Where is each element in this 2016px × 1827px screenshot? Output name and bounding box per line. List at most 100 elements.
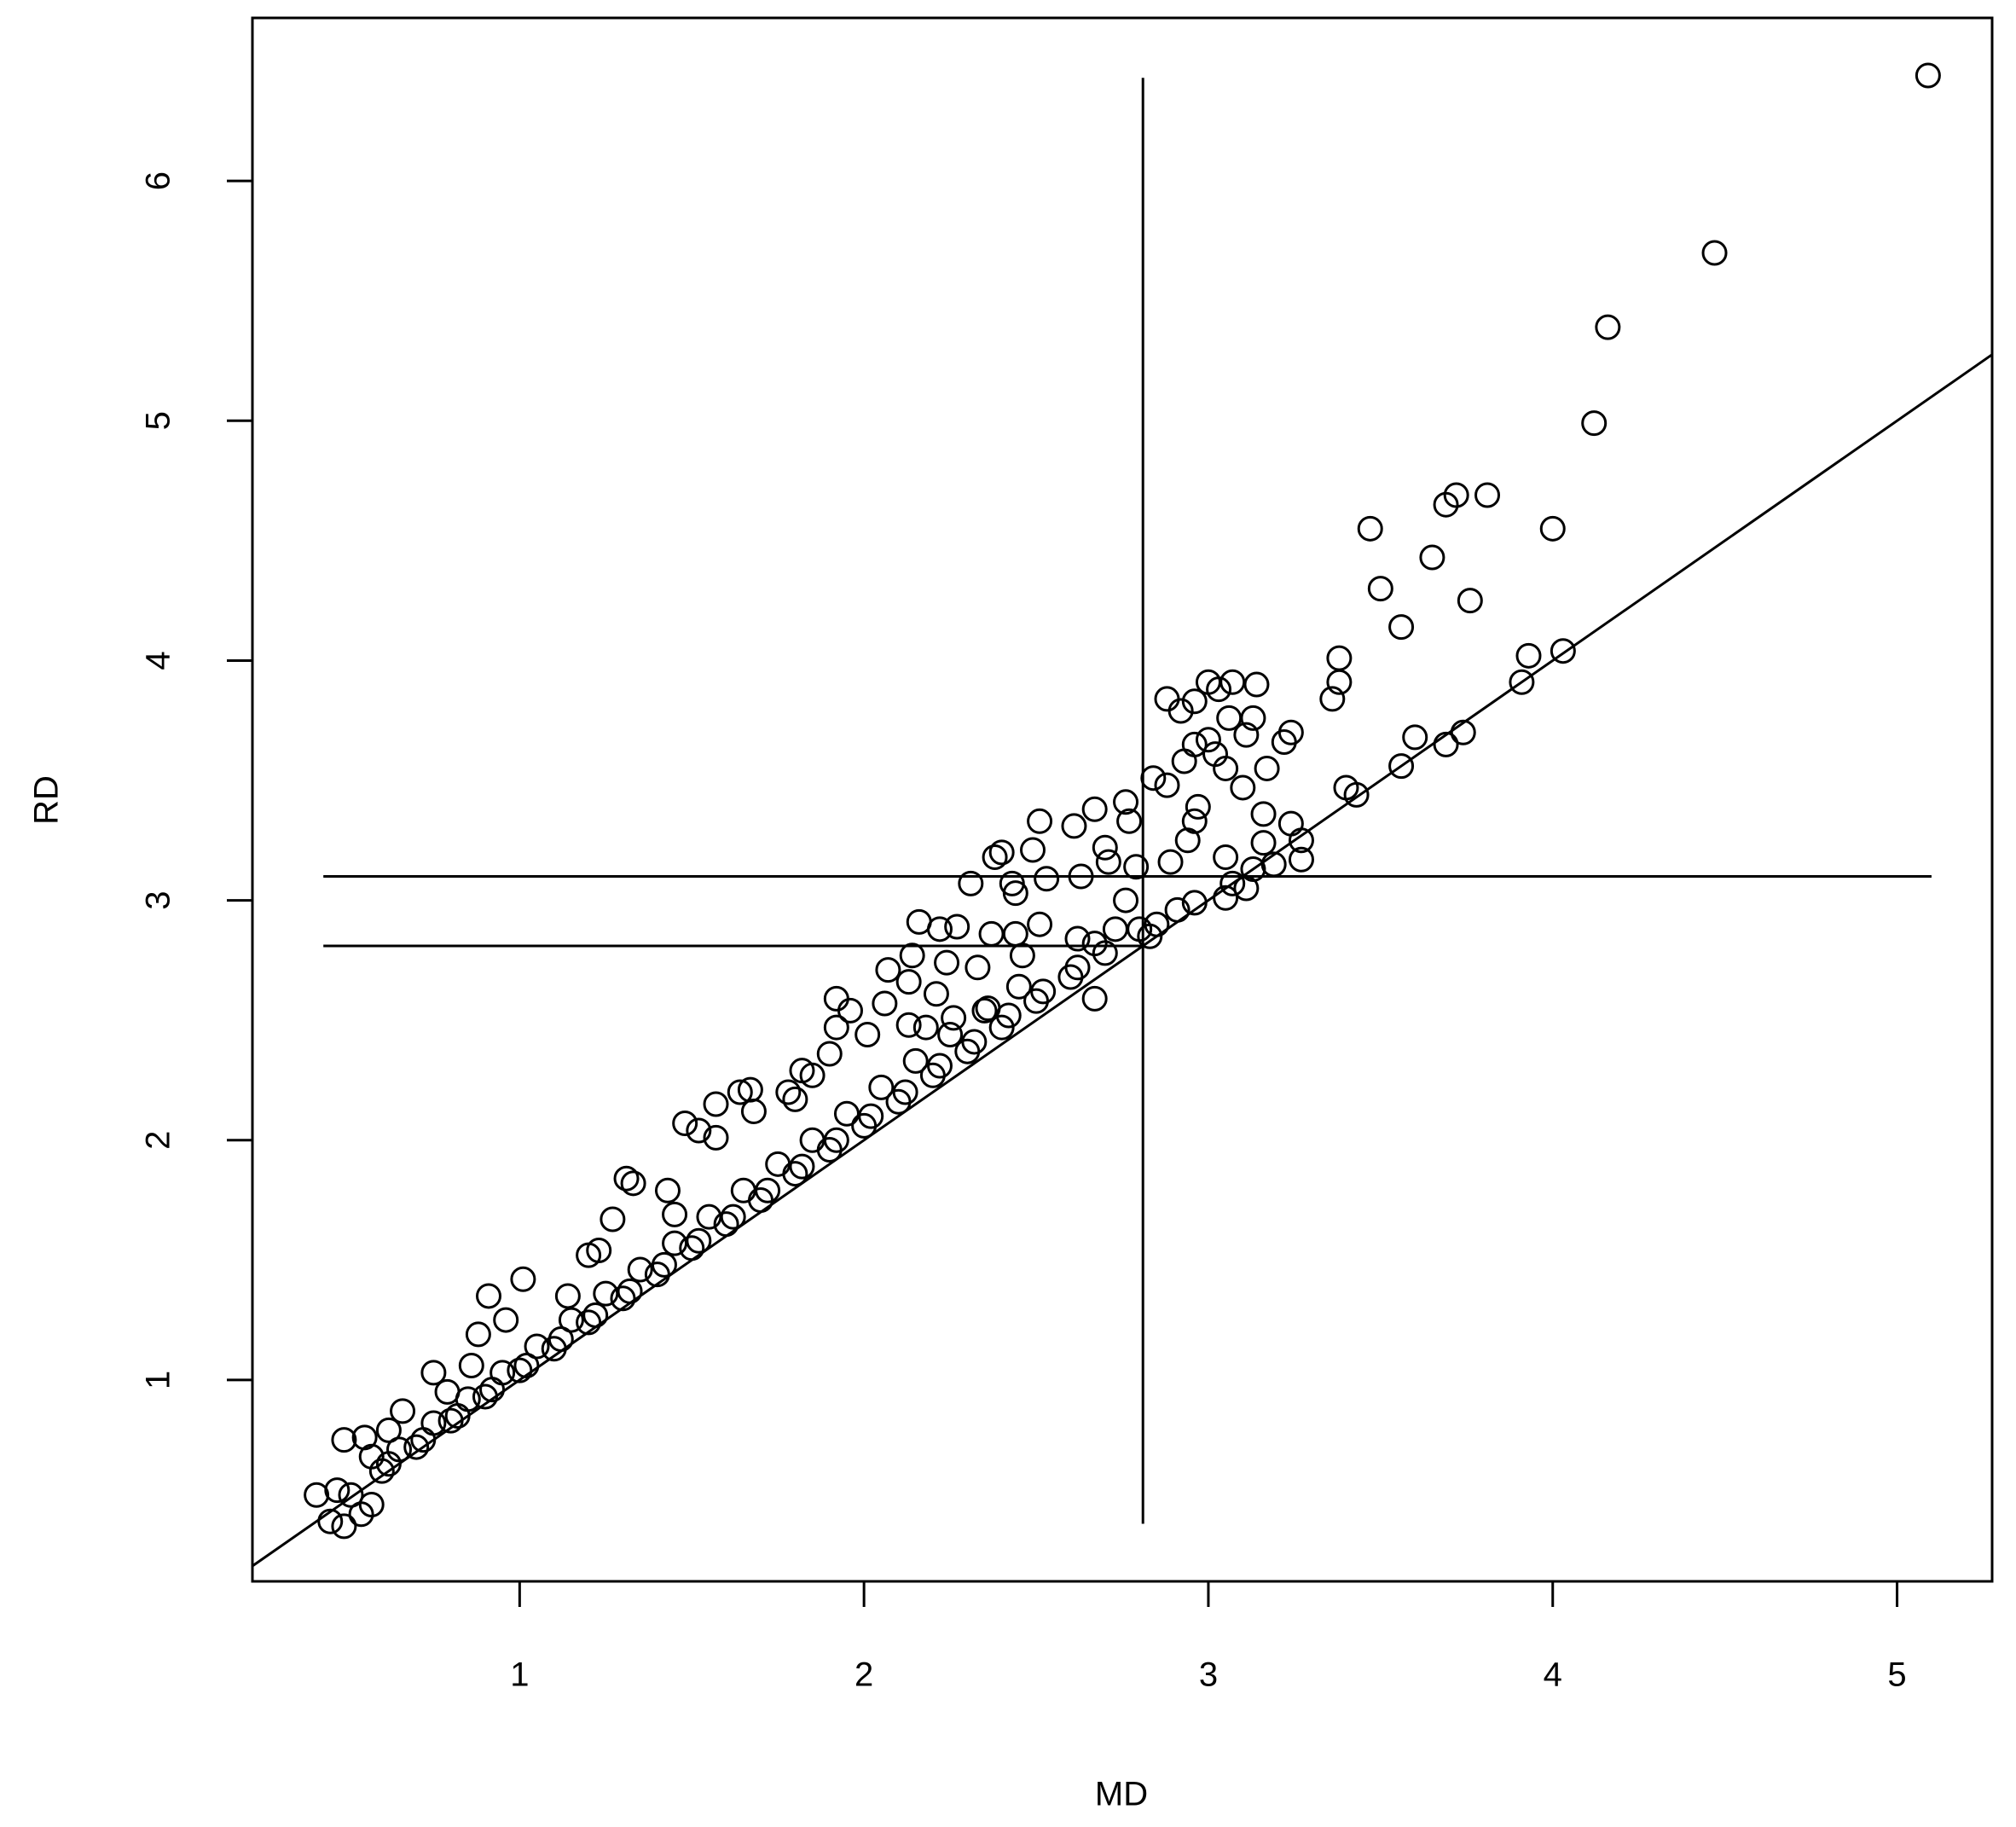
data-point bbox=[1219, 669, 1246, 695]
data-point bbox=[1020, 837, 1046, 863]
data-point bbox=[458, 1352, 484, 1378]
data-point bbox=[1474, 482, 1501, 508]
data-point bbox=[662, 1201, 688, 1227]
data-point bbox=[304, 1482, 330, 1508]
data-point bbox=[1030, 978, 1057, 1005]
data-point bbox=[799, 1062, 826, 1088]
data-point bbox=[1034, 866, 1060, 892]
data-point bbox=[375, 1417, 402, 1443]
data-point bbox=[1081, 796, 1108, 822]
data-point bbox=[926, 1053, 953, 1079]
x-tick-label: 5 bbox=[1887, 1656, 1906, 1694]
data-point bbox=[510, 1266, 536, 1292]
data-point bbox=[593, 1280, 619, 1307]
data-point bbox=[740, 1098, 767, 1124]
data-point bbox=[1581, 410, 1608, 437]
data-point bbox=[1219, 870, 1246, 896]
data-point bbox=[775, 1079, 802, 1105]
data-point bbox=[1092, 940, 1118, 966]
data-point bbox=[923, 981, 949, 1007]
data-point bbox=[902, 1047, 929, 1074]
data-point bbox=[895, 1012, 922, 1038]
data-point bbox=[617, 1278, 643, 1304]
data-point bbox=[1206, 676, 1232, 703]
data-point bbox=[833, 1100, 860, 1127]
y-tick-label: 4 bbox=[140, 651, 177, 670]
data-point bbox=[703, 1091, 729, 1117]
data-point bbox=[1595, 314, 1621, 340]
data-point bbox=[338, 1482, 364, 1508]
data-point bbox=[1388, 753, 1415, 780]
data-point bbox=[1116, 808, 1143, 834]
data-point bbox=[554, 1283, 581, 1309]
data-point bbox=[816, 1041, 843, 1067]
data-point bbox=[613, 1165, 640, 1192]
data-point bbox=[837, 997, 863, 1024]
data-point bbox=[1027, 808, 1053, 834]
y-tick-label: 3 bbox=[140, 890, 177, 909]
data-point bbox=[627, 1256, 653, 1283]
data-point bbox=[1419, 544, 1445, 571]
data-point bbox=[331, 1513, 357, 1540]
data-point bbox=[1123, 854, 1150, 880]
data-point bbox=[1064, 925, 1091, 952]
data-point bbox=[324, 1477, 350, 1504]
data-point bbox=[1433, 491, 1459, 518]
data-point bbox=[1915, 62, 1941, 89]
x-tick-label: 3 bbox=[1199, 1656, 1218, 1694]
data-point bbox=[1113, 789, 1139, 815]
data-point bbox=[582, 1302, 609, 1328]
data-point bbox=[1002, 880, 1028, 907]
data-point bbox=[895, 969, 922, 995]
data-point bbox=[686, 1117, 712, 1144]
data-point bbox=[1233, 875, 1260, 902]
data-point bbox=[958, 870, 984, 896]
data-point bbox=[1144, 911, 1170, 937]
data-point bbox=[420, 1360, 447, 1386]
data-point bbox=[437, 1407, 464, 1434]
data-point bbox=[988, 839, 1015, 866]
data-point bbox=[686, 1227, 712, 1254]
data-point bbox=[403, 1434, 430, 1460]
data-point bbox=[720, 1204, 746, 1230]
data-point bbox=[620, 1170, 646, 1197]
y-tick-label: 5 bbox=[140, 411, 177, 430]
x-axis-title: MD bbox=[1095, 1776, 1148, 1813]
data-point bbox=[1319, 686, 1346, 712]
data-point bbox=[1027, 911, 1053, 937]
data-point bbox=[1102, 916, 1128, 942]
data-point bbox=[854, 1022, 881, 1048]
data-point bbox=[1157, 849, 1184, 875]
data-point bbox=[1154, 772, 1180, 798]
data-point bbox=[576, 1309, 602, 1336]
data-point bbox=[1002, 920, 1028, 947]
data-point bbox=[1326, 669, 1353, 695]
data-point bbox=[1254, 755, 1280, 781]
data-point bbox=[358, 1492, 385, 1518]
data-point bbox=[476, 1283, 502, 1309]
data-point bbox=[1140, 765, 1167, 792]
data-point bbox=[1230, 774, 1256, 801]
data-point bbox=[971, 997, 998, 1024]
data-point bbox=[868, 1074, 895, 1100]
data-point bbox=[1433, 731, 1459, 757]
data-point bbox=[799, 1127, 826, 1153]
data-point bbox=[465, 1321, 491, 1348]
data-point bbox=[455, 1386, 481, 1412]
data-point bbox=[1213, 844, 1239, 870]
data-point bbox=[782, 1086, 808, 1112]
data-point bbox=[1250, 801, 1277, 827]
data-point bbox=[524, 1333, 550, 1360]
data-point bbox=[513, 1352, 540, 1378]
data-point bbox=[368, 1458, 395, 1484]
data-point bbox=[1174, 827, 1201, 854]
data-point bbox=[858, 1103, 884, 1129]
data-point bbox=[789, 1153, 815, 1180]
data-point bbox=[1343, 781, 1370, 808]
data-point bbox=[610, 1285, 636, 1312]
y-tick-label: 1 bbox=[140, 1371, 177, 1389]
data-point bbox=[892, 1079, 918, 1105]
data-point bbox=[941, 1005, 967, 1031]
data-point bbox=[493, 1307, 519, 1333]
